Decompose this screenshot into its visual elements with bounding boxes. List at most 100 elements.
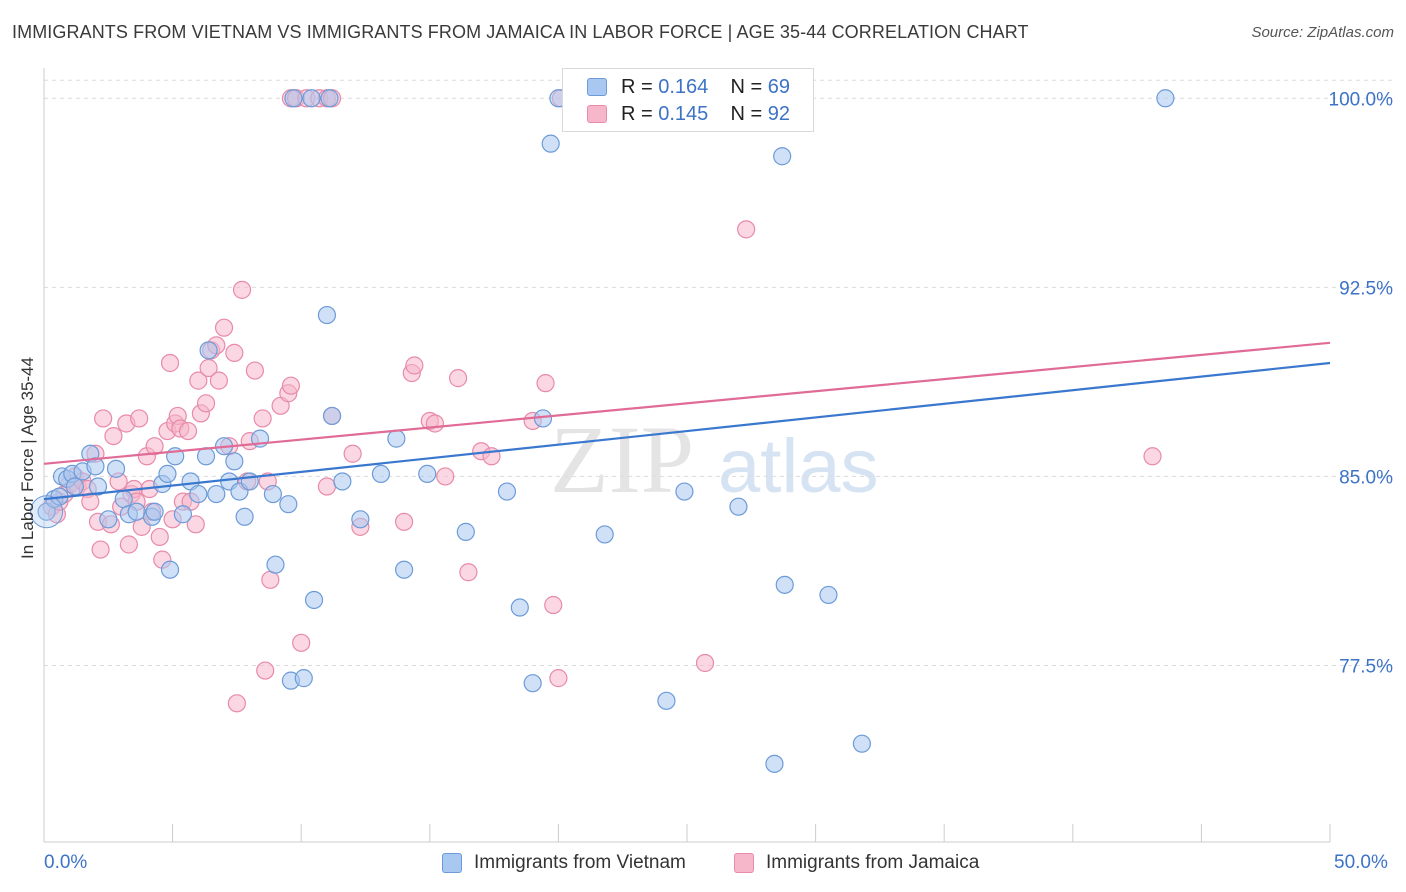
jamaica-legend-swatch <box>734 853 754 873</box>
vietnam-swatch <box>587 78 607 96</box>
vietnam-point <box>657 691 676 710</box>
vietnam-point <box>304 590 324 610</box>
n-label: N = <box>730 76 763 98</box>
jamaica-point <box>459 563 478 582</box>
vietnam-point <box>320 89 339 108</box>
stats-legend: R = 0.164 N = 69 R = 0.145 N = 92 <box>562 68 814 132</box>
y-tick-label: 77.5% <box>1339 657 1393 678</box>
vietnam-point <box>317 305 337 325</box>
vietnam-point <box>541 134 560 153</box>
vietnam-point <box>852 734 871 753</box>
n-value: 92 <box>767 103 791 125</box>
jamaica-point <box>150 527 169 547</box>
vietnam-point <box>196 447 216 466</box>
vietnam-point <box>1156 89 1175 108</box>
vietnam-point <box>225 452 244 471</box>
vietnam-point <box>279 495 298 514</box>
vietnam-point <box>333 472 352 491</box>
jamaica-point <box>737 220 756 239</box>
x-tick-label-max: 50.0% <box>1334 852 1388 873</box>
trend-line-jamaica <box>43 341 1331 465</box>
jamaica-point <box>214 318 234 337</box>
jamaica-point <box>405 356 424 375</box>
jamaica-point <box>245 361 265 380</box>
x-tick-label-min: 0.0% <box>44 852 88 873</box>
vietnam-point <box>765 754 784 773</box>
vietnam-point <box>160 560 180 579</box>
jamaica-point <box>119 535 138 554</box>
vietnam-point <box>127 502 146 521</box>
jamaica-point <box>256 661 275 680</box>
axes <box>43 68 1331 843</box>
jamaica-point <box>292 633 311 652</box>
legend-label-jamaica: Immigrants from Jamaica <box>766 852 980 873</box>
n-label: N = <box>730 103 763 125</box>
jamaica-point <box>436 467 455 486</box>
y-tick-label: 92.5% <box>1339 278 1393 299</box>
jamaica-point <box>281 376 301 395</box>
jamaica-point <box>91 540 110 559</box>
vietnam-point <box>114 490 133 509</box>
y-tick-label: 100.0% <box>1329 89 1394 110</box>
jamaica-point <box>227 694 246 713</box>
stats-text-vietnam: R = 0.164 N = 69 <box>621 74 790 100</box>
jamaica-point <box>160 353 180 373</box>
jamaica-point <box>178 421 198 441</box>
jamaica-point <box>549 669 568 688</box>
jamaica-point <box>94 409 113 428</box>
vietnam-point <box>235 507 254 526</box>
jamaica-point <box>104 426 123 446</box>
vietnam-point <box>240 472 259 491</box>
vietnam-point <box>145 502 164 521</box>
trend-lines <box>43 341 1331 501</box>
jamaica-point <box>394 512 414 531</box>
y-axis-label: In Labor Force | Age 35-44 <box>18 357 37 559</box>
vietnam-point <box>394 560 414 579</box>
r-label: R = <box>621 76 653 98</box>
vietnam-point <box>65 477 84 496</box>
vietnam-point <box>371 464 391 484</box>
vietnam-point <box>775 575 794 594</box>
jamaica-point <box>1143 447 1162 466</box>
vietnam-point <box>729 497 748 516</box>
vietnam-point <box>819 585 838 605</box>
jamaica-point <box>261 570 280 589</box>
chart-source: Source: ZipAtlas.com <box>1251 24 1394 41</box>
jamaica-point <box>189 371 208 390</box>
jamaica-point <box>232 280 252 299</box>
jamaica-swatch <box>587 105 607 123</box>
series-legend: Immigrants from Vietnam Immigrants from … <box>0 852 1406 878</box>
jamaica-point <box>448 369 468 388</box>
vietnam-point <box>263 484 283 504</box>
jamaica-point <box>317 477 337 496</box>
jamaica-point <box>196 394 216 413</box>
jamaica-point <box>253 409 272 428</box>
vietnam-point <box>207 484 226 504</box>
vietnam-point <box>284 89 303 108</box>
jamaica-point <box>695 653 715 673</box>
vietnam-point <box>266 555 285 574</box>
jamaica-point <box>544 595 563 615</box>
jamaica-point <box>343 444 362 463</box>
vietnam-point-large <box>30 495 64 529</box>
vietnam-point <box>158 464 177 484</box>
stats-text-jamaica: R = 0.145 N = 92 <box>621 101 790 127</box>
jamaica-point <box>536 374 555 393</box>
trend-line-vietnam <box>43 361 1331 501</box>
legend-label-vietnam: Immigrants from Vietnam <box>474 852 686 873</box>
series-vietnam-points <box>30 89 1175 773</box>
jamaica-point <box>130 409 149 428</box>
vietnam-point <box>294 669 313 688</box>
chart-title: IMMIGRANTS FROM VIETNAM VS IMMIGRANTS FR… <box>12 22 1029 42</box>
vietnam-point <box>106 459 126 478</box>
jamaica-point <box>145 437 164 456</box>
jamaica-point <box>425 414 445 433</box>
vietnam-point <box>86 457 105 476</box>
vietnam-point <box>456 522 475 541</box>
n-value: 69 <box>767 76 791 98</box>
vietnam-point <box>351 510 370 529</box>
vietnam-point <box>189 484 208 504</box>
vietnam-point <box>523 674 542 693</box>
vietnam-point <box>199 341 218 360</box>
